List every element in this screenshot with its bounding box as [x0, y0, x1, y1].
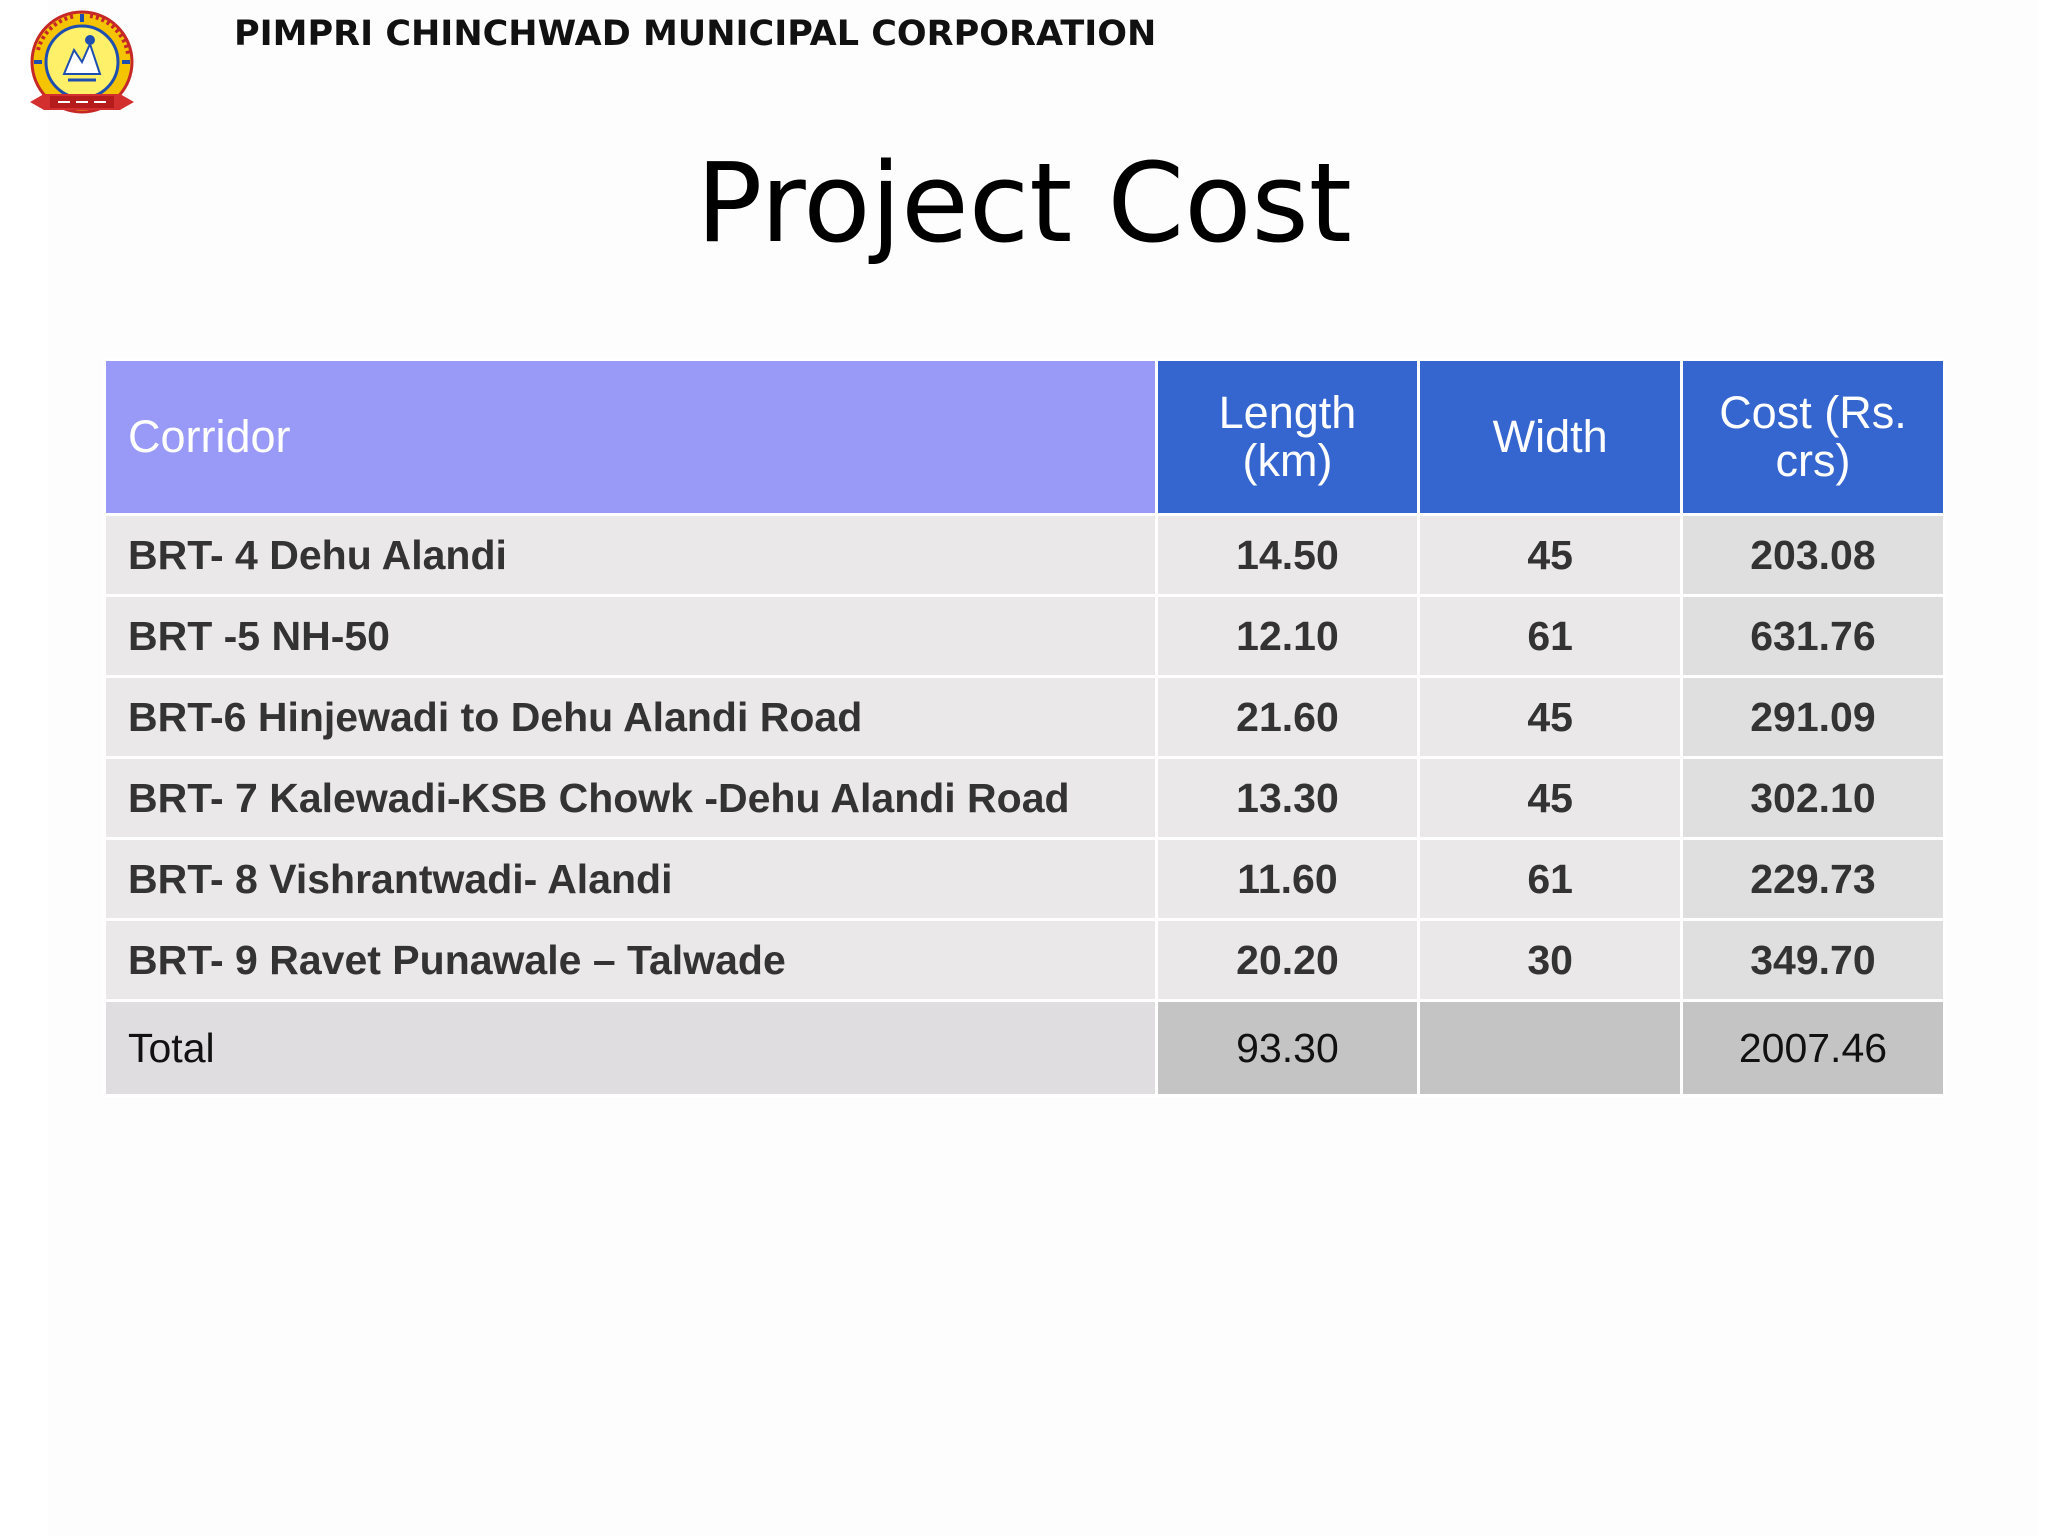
width-cell: 61: [1417, 594, 1683, 678]
table-row: BRT- 4 Dehu Alandi 14.50 45 203.08: [103, 513, 1947, 597]
column-header-length: Length (km): [1154, 358, 1421, 516]
total-length-cell: 93.30: [1154, 999, 1421, 1097]
column-header-cost: Cost (Rs. crs): [1679, 358, 1947, 516]
total-width-cell: [1417, 999, 1683, 1097]
column-header-cost-line1: Cost (Rs.: [1719, 387, 1907, 438]
table-row: BRT- 8 Vishrantwadi- Alandi 11.60 61 229…: [103, 837, 1947, 921]
corridor-cell: BRT- 7 Kalewadi-KSB Chowk -Dehu Alandi R…: [103, 756, 1158, 840]
cost-cell: 349.70: [1679, 918, 1947, 1002]
total-cost-cell: 2007.46: [1679, 999, 1947, 1097]
length-cell: 21.60: [1154, 675, 1421, 759]
column-header-length-line1: Length: [1218, 387, 1357, 438]
pcmc-emblem-icon: [30, 10, 134, 114]
corridor-cell: BRT-6 Hinjewadi to Dehu Alandi Road: [103, 675, 1158, 759]
width-cell: 30: [1417, 918, 1683, 1002]
table-header-row: Corridor Length (km) Width Cost (Rs. crs…: [103, 358, 1947, 516]
column-header-cost-line2: crs): [1775, 435, 1851, 486]
width-cell: 45: [1417, 513, 1683, 597]
length-cell: 13.30: [1154, 756, 1421, 840]
organization-name: PIMPRI CHINCHWAD MUNICIPAL CORPORATION: [234, 14, 1157, 54]
table-row: BRT- 7 Kalewadi-KSB Chowk -Dehu Alandi R…: [103, 756, 1947, 840]
table-row: BRT-6 Hinjewadi to Dehu Alandi Road 21.6…: [103, 675, 1947, 759]
length-cell: 14.50: [1154, 513, 1421, 597]
project-cost-table: Corridor Length (km) Width Cost (Rs. crs…: [103, 358, 1947, 1097]
corridor-cell: BRT- 9 Ravet Punawale – Talwade: [103, 918, 1158, 1002]
cost-cell: 302.10: [1679, 756, 1947, 840]
corridor-cell: BRT -5 NH-50: [103, 594, 1158, 678]
cost-cell: 631.76: [1679, 594, 1947, 678]
length-cell: 12.10: [1154, 594, 1421, 678]
column-header-length-line2: (km): [1242, 435, 1333, 486]
length-cell: 11.60: [1154, 837, 1421, 921]
cost-cell: 229.73: [1679, 837, 1947, 921]
length-cell: 20.20: [1154, 918, 1421, 1002]
total-label-cell: Total: [103, 999, 1158, 1097]
width-cell: 45: [1417, 756, 1683, 840]
cost-cell: 291.09: [1679, 675, 1947, 759]
total-row: Total 93.30 2007.46: [103, 999, 1947, 1097]
page-title: Project Cost: [696, 139, 1352, 267]
width-cell: 61: [1417, 837, 1683, 921]
width-cell: 45: [1417, 675, 1683, 759]
column-header-corridor: Corridor: [103, 358, 1158, 516]
column-header-width: Width: [1417, 358, 1683, 516]
cost-cell: 203.08: [1679, 513, 1947, 597]
corridor-cell: BRT- 8 Vishrantwadi- Alandi: [103, 837, 1158, 921]
table-row: BRT- 9 Ravet Punawale – Talwade 20.20 30…: [103, 918, 1947, 1002]
corridor-cell: BRT- 4 Dehu Alandi: [103, 513, 1158, 597]
table-row: BRT -5 NH-50 12.10 61 631.76: [103, 594, 1947, 678]
